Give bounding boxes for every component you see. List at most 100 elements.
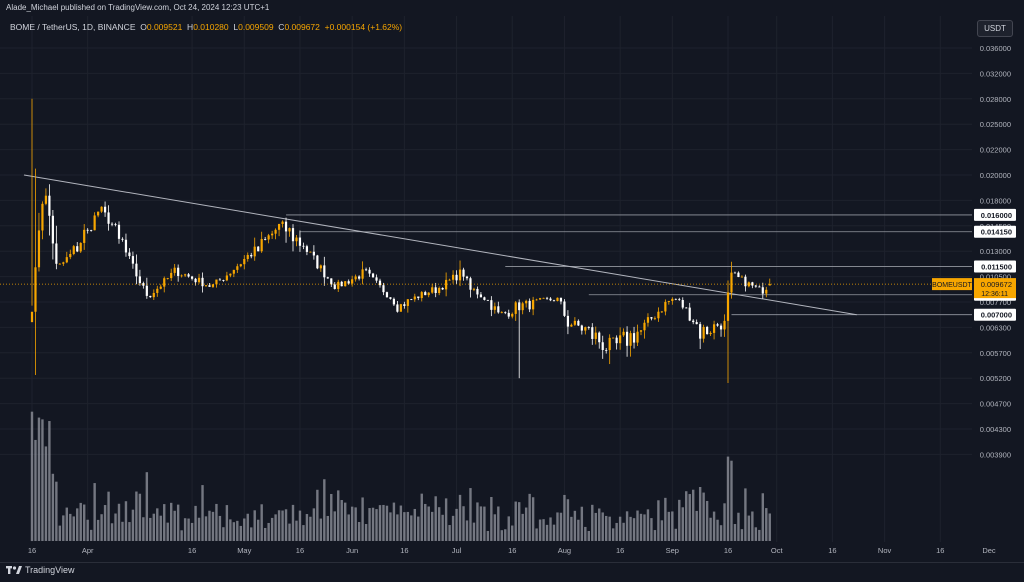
candle-body[interactable] <box>236 266 239 270</box>
candle-body[interactable] <box>41 203 44 231</box>
candle-body[interactable] <box>138 276 141 284</box>
time-tick-label[interactable]: 16 <box>188 546 196 555</box>
candle-body[interactable] <box>51 215 54 244</box>
candle-body[interactable] <box>250 254 253 257</box>
candle-body[interactable] <box>30 311 34 323</box>
candle-body[interactable] <box>486 299 489 301</box>
candle-body[interactable] <box>758 286 761 288</box>
candle-body[interactable] <box>330 278 333 285</box>
candle-body[interactable] <box>281 221 284 225</box>
candle-body[interactable] <box>204 285 208 287</box>
price-tick-label[interactable]: 0.036000 <box>980 44 1011 53</box>
price-tick-label[interactable]: 0.004300 <box>980 425 1011 434</box>
candle-body[interactable] <box>288 228 291 232</box>
candle-body[interactable] <box>643 322 646 331</box>
candle-body[interactable] <box>208 285 211 287</box>
candle-body[interactable] <box>441 287 444 290</box>
candle-body[interactable] <box>103 206 107 213</box>
candle-body[interactable] <box>319 265 322 269</box>
candle-body[interactable] <box>218 279 222 281</box>
candle-body[interactable] <box>163 278 166 287</box>
candle-body[interactable] <box>580 325 583 331</box>
candle-body[interactable] <box>72 246 75 254</box>
candle-body[interactable] <box>761 287 764 294</box>
price-tick-label[interactable]: 0.022000 <box>980 146 1011 155</box>
candle-body[interactable] <box>291 228 295 242</box>
candle-body[interactable] <box>156 288 159 293</box>
candle-body[interactable] <box>44 195 48 204</box>
candle-body[interactable] <box>145 285 148 296</box>
time-axis[interactable]: 16 Apr 16 May 16 Jun 16 Jul 16 Aug 16 Sep 16 Oct 16 Nov… <box>28 546 996 555</box>
candles[interactable] <box>30 98 771 383</box>
candle-body[interactable] <box>364 269 368 271</box>
candle-body[interactable] <box>93 215 96 231</box>
candle-body[interactable] <box>58 263 61 265</box>
candle-body[interactable] <box>239 264 242 267</box>
candle-body[interactable] <box>267 235 270 240</box>
candle-body[interactable] <box>577 320 580 326</box>
candle-body[interactable] <box>277 224 281 230</box>
time-tick-label[interactable]: Apr <box>82 546 94 555</box>
candle-body[interactable] <box>765 289 768 294</box>
candle-body[interactable] <box>528 300 531 310</box>
candle-body[interactable] <box>131 256 135 264</box>
candle-body[interactable] <box>504 312 507 314</box>
candle-body[interactable] <box>587 327 590 328</box>
time-tick-label[interactable]: 16 <box>724 546 732 555</box>
time-tick-label[interactable]: Dec <box>982 546 996 555</box>
candle-body[interactable] <box>733 272 737 274</box>
candle-body[interactable] <box>632 333 636 343</box>
candle-body[interactable] <box>274 229 277 234</box>
candle-body[interactable] <box>573 320 576 325</box>
candle-body[interactable] <box>462 269 465 277</box>
candle-body[interactable] <box>309 251 312 253</box>
candle-body[interactable] <box>552 300 556 302</box>
descending-trendline[interactable] <box>23 174 857 316</box>
candle-body[interactable] <box>744 276 747 287</box>
candle-body[interactable] <box>135 263 138 277</box>
candle-body[interactable] <box>591 327 594 339</box>
candle-body[interactable] <box>253 246 256 257</box>
candle-body[interactable] <box>518 302 521 311</box>
time-tick-label[interactable]: 16 <box>296 546 304 555</box>
price-tick-label[interactable]: 0.013000 <box>980 247 1011 256</box>
candle-body[interactable] <box>768 284 771 286</box>
candle-body[interactable] <box>500 312 503 314</box>
candle-body[interactable] <box>514 302 517 314</box>
candle-body[interactable] <box>194 278 197 283</box>
candle-body[interactable] <box>619 335 622 344</box>
candle-body[interactable] <box>358 276 361 279</box>
candle-body[interactable] <box>594 332 597 339</box>
candle-body[interactable] <box>681 299 684 308</box>
candle-body[interactable] <box>333 284 336 289</box>
candle-body[interactable] <box>747 282 750 287</box>
candle-body[interactable] <box>465 276 469 279</box>
candle-body[interactable] <box>556 297 559 301</box>
candle-body[interactable] <box>563 301 566 316</box>
candle-body[interactable] <box>284 221 288 232</box>
candle-body[interactable] <box>726 292 730 321</box>
candle-body[interactable] <box>326 277 329 279</box>
price-tick-label[interactable]: 0.020000 <box>980 171 1011 180</box>
candle-body[interactable] <box>69 253 72 258</box>
time-tick-label[interactable]: Sep <box>666 546 679 555</box>
candle-body[interactable] <box>375 277 378 281</box>
candle-body[interactable] <box>542 297 545 299</box>
candle-body[interactable] <box>351 279 354 284</box>
candle-body[interactable] <box>190 276 194 279</box>
candle-body[interactable] <box>340 281 343 287</box>
price-tick-label[interactable]: 0.007700 <box>980 298 1011 307</box>
candle-body[interactable] <box>197 277 201 283</box>
candle-body[interactable] <box>706 326 709 335</box>
candle-body[interactable] <box>187 274 190 277</box>
candle-body[interactable] <box>719 325 723 330</box>
time-tick-label[interactable]: 16 <box>28 546 36 555</box>
tradingview-logo[interactable]: TradingView <box>6 565 75 575</box>
candle-body[interactable] <box>90 230 93 231</box>
candle-body[interactable] <box>674 298 677 300</box>
price-tick-label[interactable]: 0.005200 <box>980 374 1011 383</box>
candle-body[interactable] <box>699 324 702 339</box>
candle-body[interactable] <box>754 285 757 287</box>
candle-body[interactable] <box>448 279 451 281</box>
candle-body[interactable] <box>695 322 698 325</box>
